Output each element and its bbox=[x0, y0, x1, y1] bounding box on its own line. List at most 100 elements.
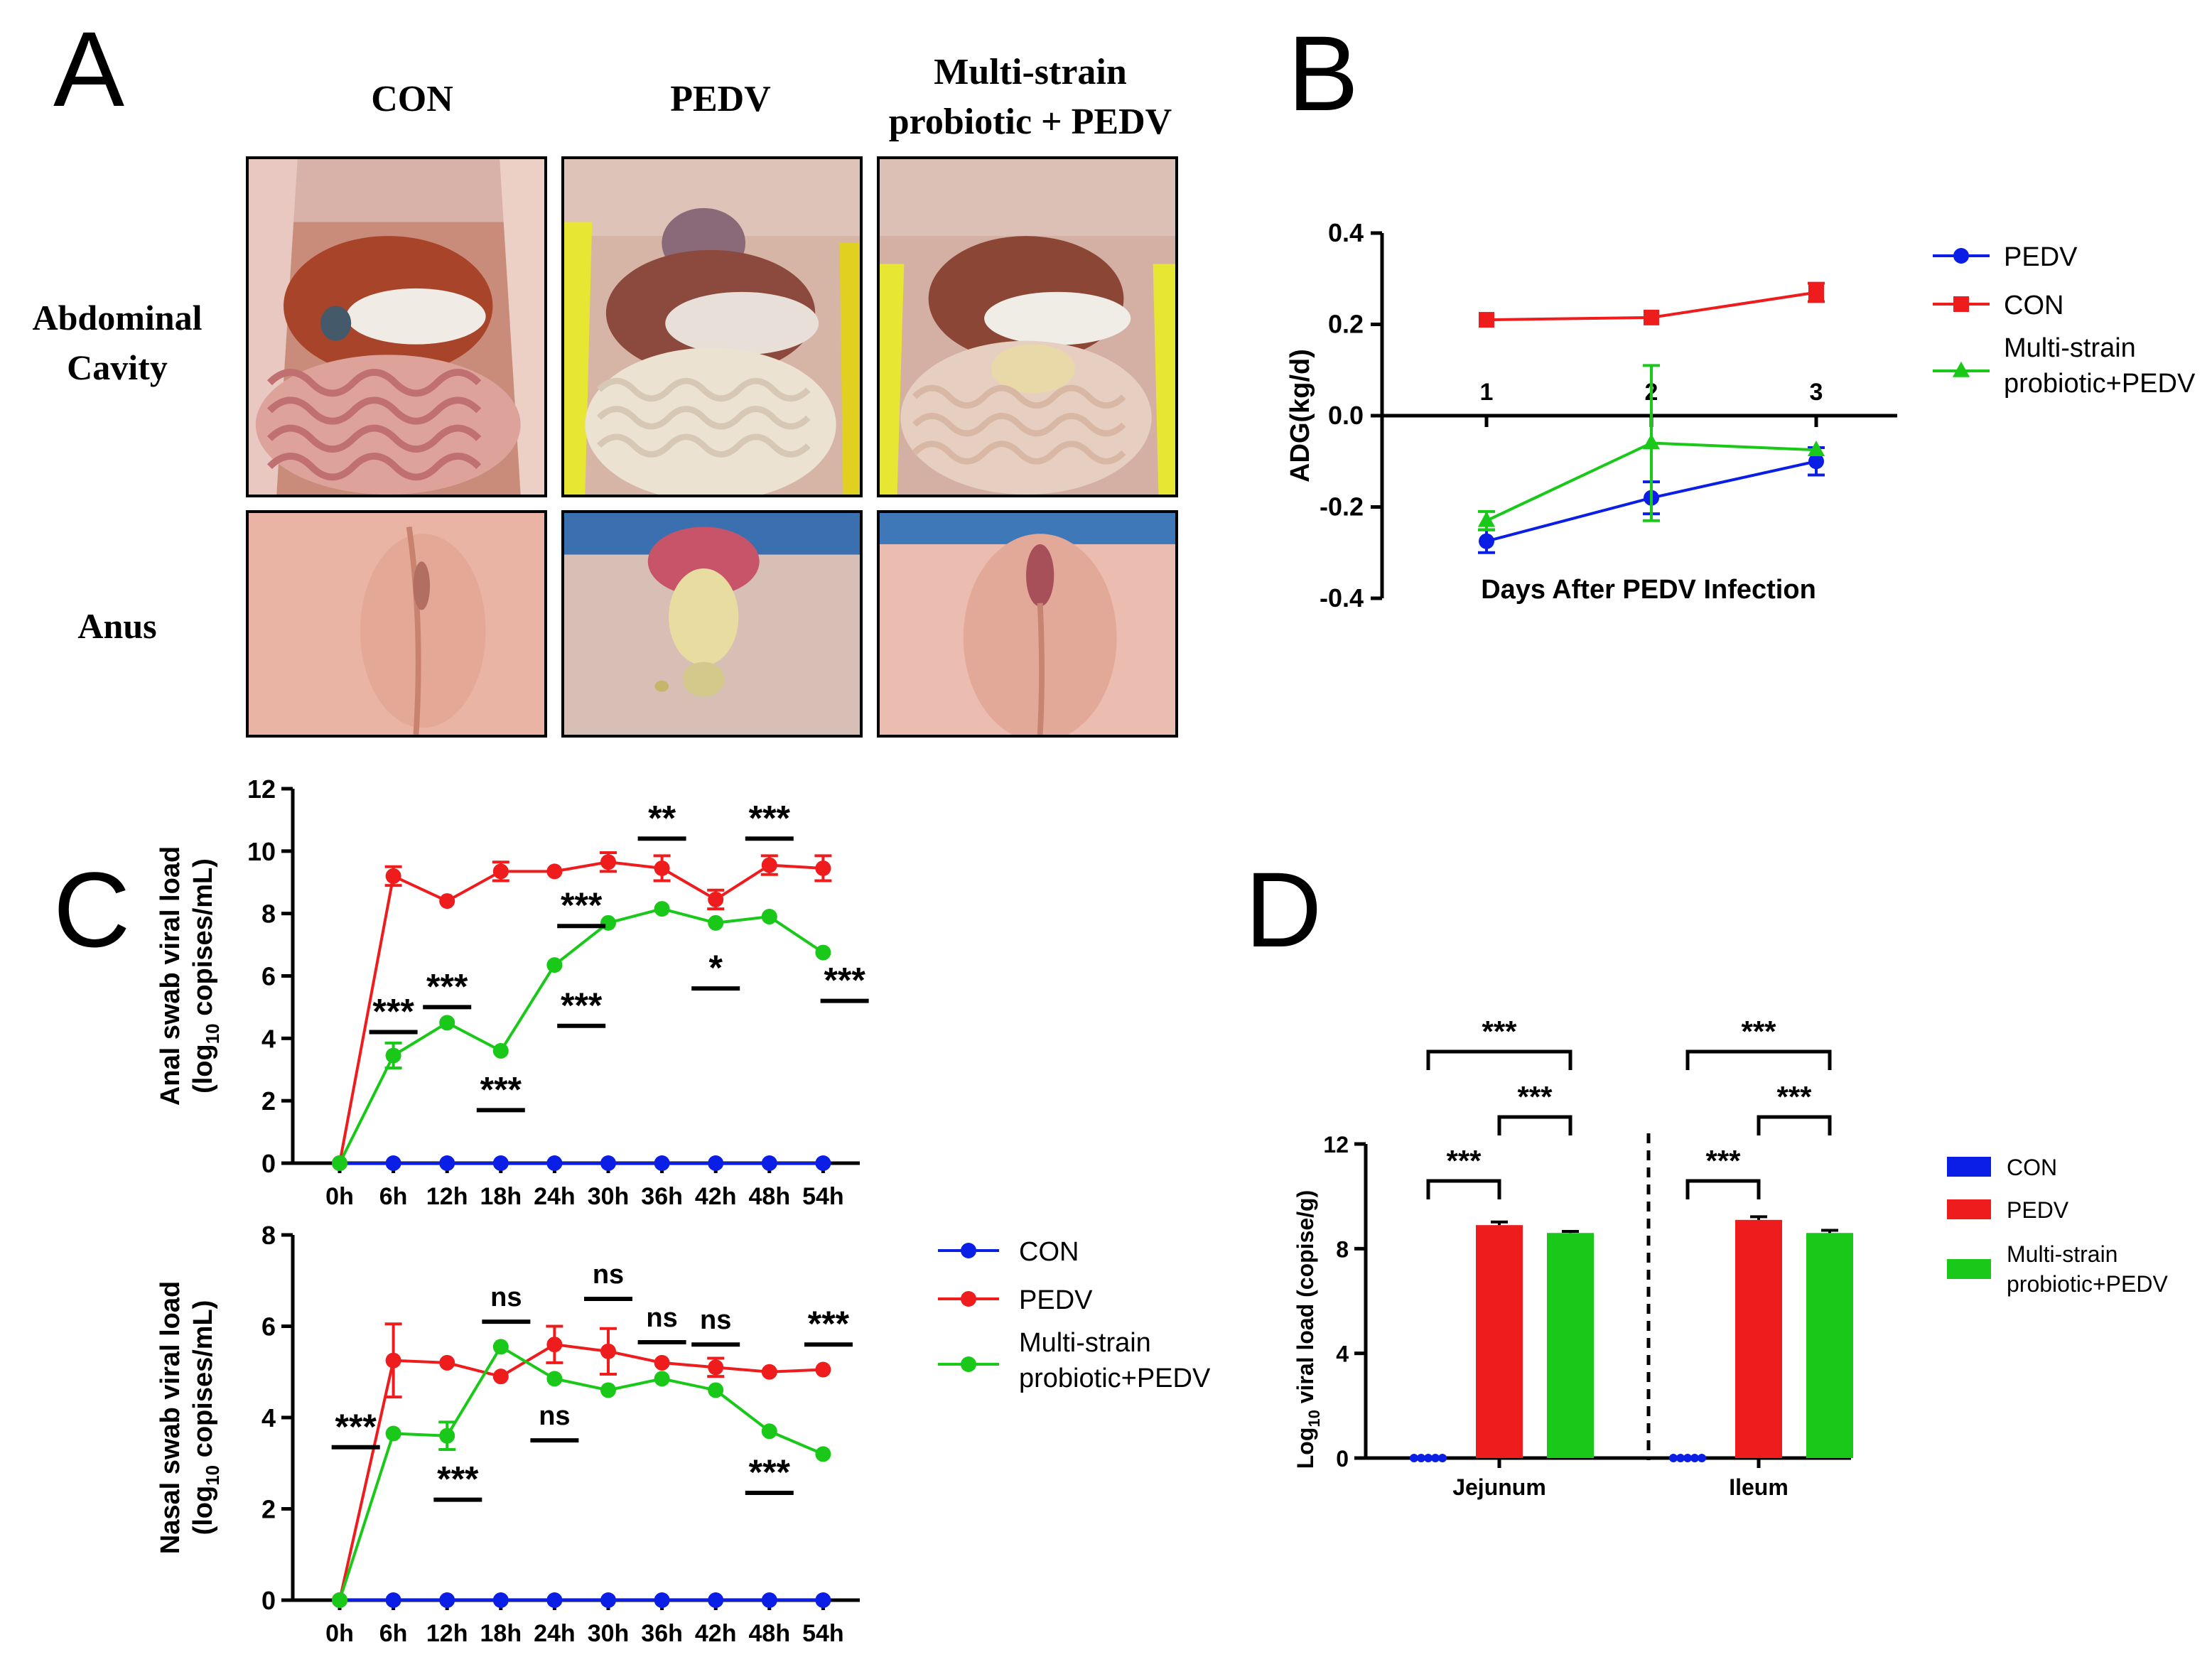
y-axis-label: Nasal swab viral load (log10 copises/mL) bbox=[156, 1281, 223, 1554]
legend-label: probiotic+PEDV bbox=[1019, 1364, 1211, 1393]
panel-label-b: B bbox=[1288, 14, 1359, 133]
data-point bbox=[815, 1446, 831, 1462]
significance-label: *** bbox=[749, 1452, 791, 1492]
data-point bbox=[1644, 309, 1659, 325]
data-point bbox=[546, 863, 563, 880]
data-point bbox=[815, 944, 831, 961]
significance-label: *** bbox=[561, 986, 603, 1025]
data-point bbox=[546, 1371, 563, 1387]
photo-con-anus bbox=[246, 510, 547, 738]
legend-marker bbox=[1953, 296, 1969, 312]
significance-label: *** bbox=[1776, 1080, 1812, 1113]
zero-point-1-0 bbox=[1676, 1454, 1685, 1462]
data-point bbox=[332, 1155, 347, 1171]
legend-swatch bbox=[1947, 1199, 1991, 1219]
y-tick-label: 8 bbox=[261, 900, 276, 929]
legend-label: CON bbox=[1019, 1237, 1079, 1267]
significance-label: *** bbox=[372, 992, 414, 1032]
x-tick-label: 42h bbox=[695, 1183, 737, 1208]
data-point bbox=[439, 1592, 455, 1608]
zero-point-0-0 bbox=[1438, 1454, 1447, 1462]
photo-probiotic-anus bbox=[877, 510, 1178, 738]
legend-marker bbox=[961, 1291, 976, 1307]
data-point bbox=[654, 1155, 670, 1171]
data-point bbox=[708, 1359, 724, 1376]
data-point bbox=[654, 860, 670, 876]
data-point bbox=[385, 1425, 401, 1442]
series-line-1 bbox=[338, 860, 824, 1164]
data-point bbox=[492, 863, 509, 880]
y-tick-label: 8 bbox=[261, 1221, 276, 1250]
data-point bbox=[492, 1339, 509, 1355]
x-tick-label: 12h bbox=[426, 1183, 468, 1208]
x-tick-label: 12h bbox=[426, 1620, 468, 1647]
panel-label-c: C bbox=[53, 850, 131, 969]
y-axis-label-line2: (log10 copises/mL) bbox=[188, 1300, 223, 1535]
data-point bbox=[708, 891, 724, 907]
data-point bbox=[761, 1364, 777, 1380]
y-axis-label: ADG(kg/d) bbox=[1285, 349, 1315, 482]
zero-point-0-0 bbox=[1431, 1454, 1440, 1462]
data-point bbox=[1808, 284, 1824, 301]
legend-marker bbox=[961, 1243, 976, 1258]
y-axis-label: Anal swab viral load (log10 copises/mL) bbox=[156, 846, 223, 1106]
data-point bbox=[546, 1155, 563, 1171]
x-tick-label: 30h bbox=[588, 1183, 630, 1208]
data-point bbox=[708, 914, 724, 931]
row-header-cavity: Cavity bbox=[67, 347, 168, 387]
data-point bbox=[708, 1155, 724, 1171]
data-point bbox=[1808, 453, 1824, 470]
data-point bbox=[654, 901, 670, 917]
x-tick-label: 18h bbox=[480, 1183, 522, 1208]
legend-label: Multi-strain bbox=[1019, 1328, 1151, 1358]
data-point bbox=[492, 1042, 509, 1059]
bar-0-2 bbox=[1547, 1233, 1594, 1458]
y-tick-label: 6 bbox=[261, 962, 276, 991]
photo-pedv-anus bbox=[561, 510, 863, 738]
data-point bbox=[761, 1155, 777, 1171]
significance-label: *** bbox=[749, 798, 791, 838]
photo-con-abdominal-cavity bbox=[246, 156, 547, 497]
significance-label: *** bbox=[426, 966, 468, 1006]
x-tick-label: 48h bbox=[749, 1183, 791, 1208]
data-point bbox=[385, 1592, 401, 1608]
y-tick-label: 8 bbox=[1336, 1236, 1349, 1262]
x-tick-label: 6h bbox=[379, 1183, 408, 1208]
y-tick-label: 4 bbox=[261, 1024, 276, 1053]
y-axis-label-line2: (log10 copises/mL) bbox=[188, 858, 223, 1094]
significance-label: * bbox=[708, 948, 723, 988]
data-point bbox=[761, 1592, 777, 1608]
x-tick-label: 54h bbox=[802, 1620, 844, 1647]
x-tick-label: 0h bbox=[325, 1183, 354, 1208]
series-line-1 bbox=[338, 1343, 824, 1601]
data-point bbox=[1807, 440, 1825, 456]
legend-label: Multi-strain bbox=[2004, 333, 2136, 363]
y-axis-label-line1: Anal swab viral load bbox=[156, 846, 185, 1106]
data-point bbox=[439, 1155, 455, 1171]
x-tick-label: 48h bbox=[749, 1620, 791, 1647]
x-tick-label: Ileum bbox=[1729, 1474, 1789, 1500]
y-tick-label: 0 bbox=[1336, 1446, 1349, 1472]
photo-pedv-abdominal-cavity bbox=[561, 156, 863, 497]
data-point bbox=[654, 1354, 670, 1371]
series-line-2 bbox=[338, 1344, 824, 1601]
photo-probiotic-abdominal-cavity bbox=[877, 156, 1178, 497]
data-point bbox=[600, 1592, 616, 1608]
x-tick-label: 24h bbox=[534, 1183, 576, 1208]
chart-d-tissue-viral-load: 0 4 8 12 Log10 viral load (copise/g) Jejunum *… bbox=[1293, 1015, 2168, 1500]
zero-point-1-0 bbox=[1669, 1454, 1678, 1462]
data-point bbox=[332, 1592, 347, 1608]
legend-marker bbox=[1953, 248, 1969, 264]
data-point bbox=[815, 860, 831, 876]
y-tick-label: 4 bbox=[261, 1403, 276, 1432]
data-point bbox=[1642, 433, 1661, 450]
significance-label: ns bbox=[539, 1401, 570, 1431]
significance-bracket bbox=[1497, 1115, 1572, 1135]
y-axis-label: Log10 viral load (copise/g) bbox=[1293, 1190, 1323, 1469]
significance-label: *** bbox=[1741, 1015, 1776, 1048]
significance-label: ns bbox=[490, 1283, 522, 1312]
data-point bbox=[761, 1423, 777, 1440]
data-point bbox=[600, 1155, 616, 1171]
x-tick-label: 18h bbox=[480, 1620, 522, 1647]
significance-label: ns bbox=[646, 1303, 677, 1333]
